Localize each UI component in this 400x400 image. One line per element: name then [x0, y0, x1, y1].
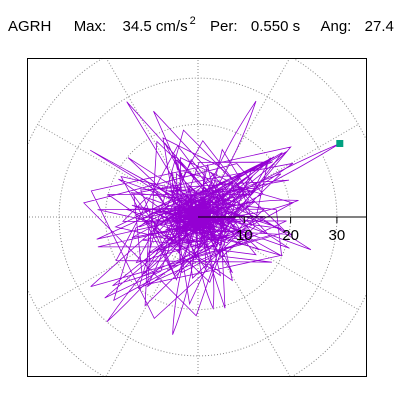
max-exponent: 2	[189, 15, 196, 27]
station-code: AGRH	[8, 18, 52, 35]
hodogram-excursion	[197, 199, 299, 218]
chart-title: AGRH Max: 34.5 cm/s 2 Per: 0.550 s Ang: 2…	[8, 15, 394, 39]
period-label: Per:	[210, 18, 238, 35]
axis-layer: 10 20 30	[198, 140, 366, 244]
hodogram-excursion	[106, 216, 199, 323]
grid-spoke	[37, 123, 199, 218]
hodogram-excursion	[197, 150, 288, 218]
radial-tick-label: 10	[236, 227, 253, 244]
radial-tick-label: 20	[282, 227, 299, 244]
max-value: 34.5 cm/s	[122, 18, 188, 35]
max-point-marker	[336, 140, 344, 147]
angle-label: Ang:	[320, 18, 352, 35]
angle-value: 27.4	[364, 18, 394, 35]
plot-frame	[27, 58, 367, 377]
hodogram-excursion	[172, 216, 199, 335]
period-value: 0.550 s	[250, 18, 301, 35]
radial-tick-label: 30	[329, 227, 346, 244]
max-label: Max:	[73, 18, 107, 35]
trace-layer	[83, 100, 341, 335]
hodogram-trace	[83, 101, 312, 320]
hodogram-excursion	[196, 216, 215, 310]
hodogram-excursion	[197, 100, 257, 218]
